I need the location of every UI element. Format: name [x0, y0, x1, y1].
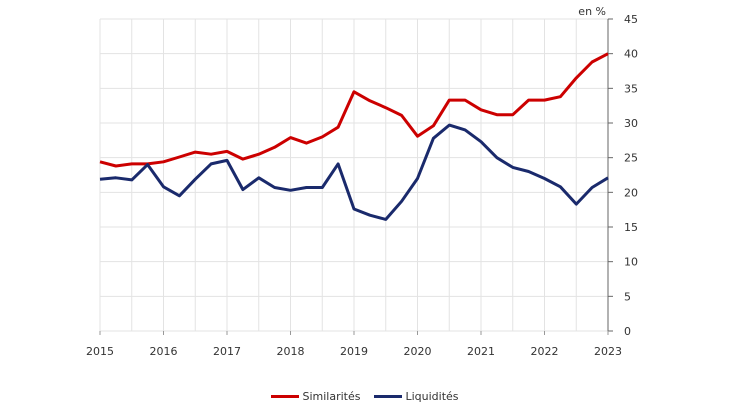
x-tick-label: 2017 — [213, 345, 241, 358]
legend-label-liquidites: Liquidités — [405, 390, 459, 403]
x-tick-label: 2021 — [467, 345, 495, 358]
y-axis: 0 5 10 15 20 25 30 35 40 45 2015 2016 2017 2018 2019 20… — [86, 13, 638, 358]
y-tick-label: 5 — [624, 290, 631, 303]
y-tick-label: 30 — [624, 117, 638, 130]
y-tick-label: 20 — [624, 186, 638, 199]
grid — [99, 18, 609, 332]
x-tick-label: 2023 — [594, 345, 622, 358]
y-tick-label: 0 — [624, 325, 631, 338]
y-tick-label: 15 — [624, 221, 638, 234]
legend-item-similarites[interactable]: Similarités — [271, 390, 360, 403]
legend-item-liquidites[interactable]: Liquidités — [374, 390, 459, 403]
x-tick-label: 2018 — [277, 345, 305, 358]
x-tick-label: 2022 — [531, 345, 559, 358]
x-tick-label: 2020 — [404, 345, 432, 358]
x-tick-label: 2015 — [86, 345, 114, 358]
y-tick-label: 35 — [624, 82, 638, 95]
y-tick-label: 45 — [624, 13, 638, 26]
x-tick-label: 2016 — [150, 345, 178, 358]
series-group — [99, 52, 609, 221]
unit-label: en % — [578, 5, 606, 18]
y-tick-label: 25 — [624, 152, 638, 165]
legend: Similarités Liquidités — [0, 390, 730, 403]
legend-label-similarites: Similarités — [302, 390, 361, 403]
y-tick-label: 40 — [624, 48, 638, 61]
x-tick-label: 2019 — [340, 345, 368, 358]
legend-swatch-liquidites — [374, 395, 403, 398]
y-tick-label: 10 — [624, 256, 638, 269]
legend-swatch-similarites — [271, 395, 300, 398]
